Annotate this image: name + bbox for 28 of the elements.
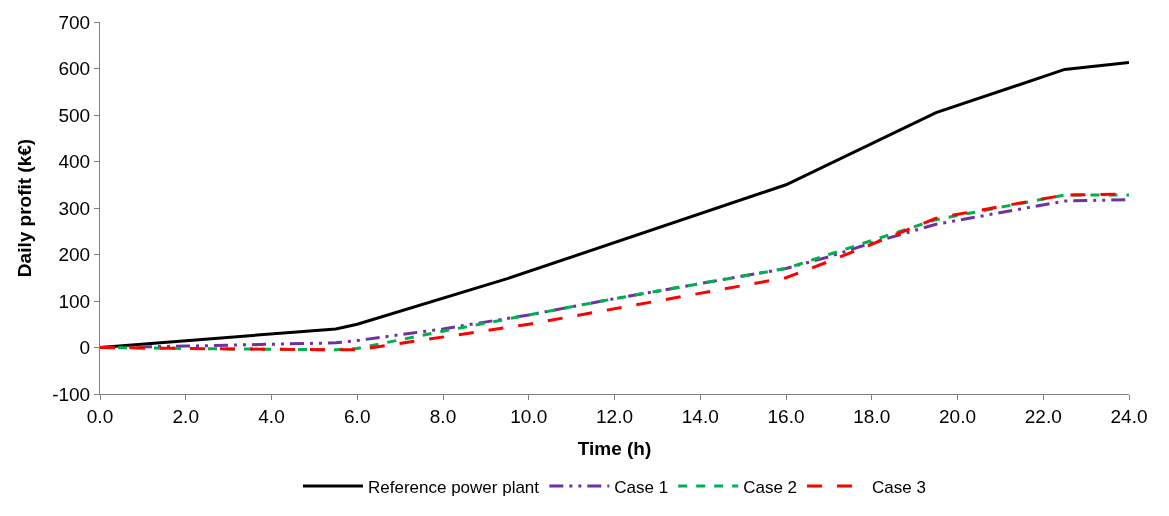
y-tick-label: 200: [58, 244, 91, 266]
x-tick-label: 18.0: [853, 405, 891, 427]
y-tick-label: 100: [58, 290, 91, 312]
y-tick-label: 500: [58, 104, 91, 126]
legend-label: Case 1: [614, 477, 669, 497]
y-tick-label: 300: [58, 197, 91, 219]
x-axis-title: Time (h): [577, 437, 652, 459]
x-tick-label: 10.0: [510, 405, 548, 427]
x-tick-label: 0.0: [86, 405, 114, 427]
x-tick-label: 16.0: [767, 405, 805, 427]
x-tick-label: 20.0: [939, 405, 976, 427]
y-tick-label: 0: [79, 337, 91, 359]
legend-label: Case 2: [743, 477, 798, 497]
y-axis-title: Daily profit (k€): [14, 138, 36, 278]
x-tick-label: 12.0: [596, 405, 633, 427]
x-tick-label: 8.0: [429, 405, 457, 427]
y-tick-label: 400: [58, 151, 91, 173]
legend-label: Reference power plant: [368, 477, 540, 497]
legend-label: Case 3: [872, 477, 926, 497]
x-tick-label: 22.0: [1024, 405, 1062, 427]
y-tick-label: 700: [58, 11, 91, 33]
x-tick-label: 24.0: [1110, 405, 1148, 427]
y-tick-label: 600: [58, 58, 91, 80]
x-tick-label: 14.0: [681, 405, 719, 427]
x-tick-label: 4.0: [258, 405, 285, 427]
x-tick-label: 2.0: [172, 405, 199, 427]
y-tick-label: -100: [52, 383, 91, 405]
x-tick-label: 6.0: [344, 405, 371, 427]
